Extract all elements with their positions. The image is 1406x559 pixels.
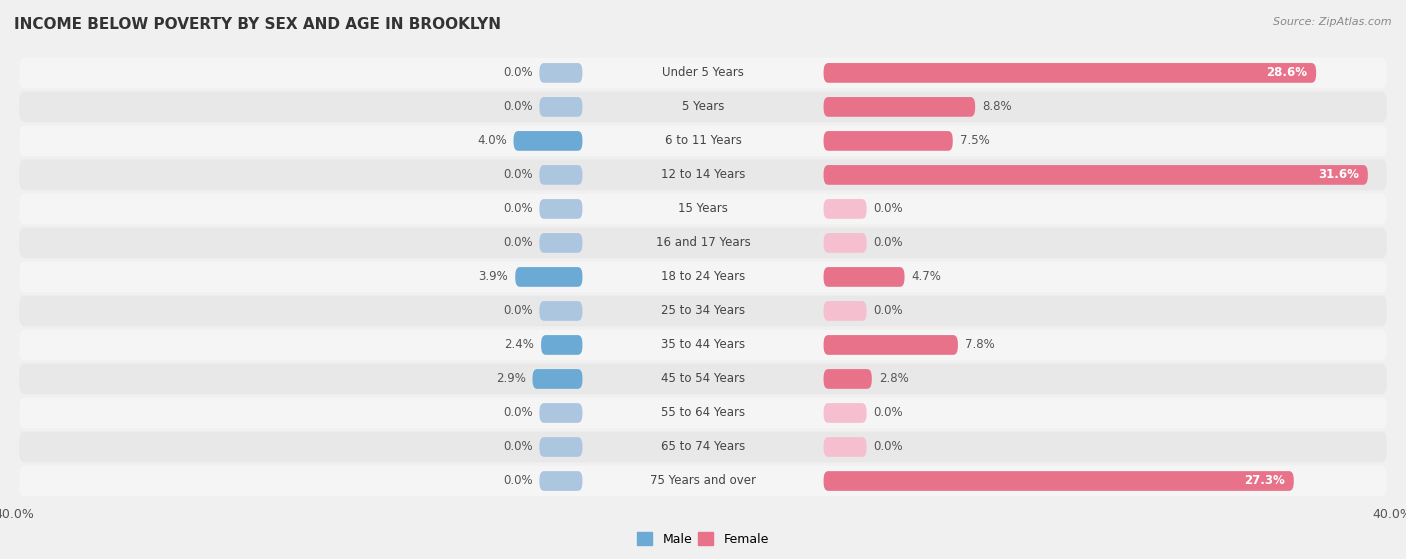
Text: 0.0%: 0.0% xyxy=(503,67,533,79)
Text: 12 to 14 Years: 12 to 14 Years xyxy=(661,168,745,182)
FancyBboxPatch shape xyxy=(824,267,904,287)
Text: 28.6%: 28.6% xyxy=(1267,67,1308,79)
FancyBboxPatch shape xyxy=(824,63,1316,83)
FancyBboxPatch shape xyxy=(824,97,976,117)
Text: 6 to 11 Years: 6 to 11 Years xyxy=(665,134,741,148)
FancyBboxPatch shape xyxy=(540,97,582,117)
Text: 3.9%: 3.9% xyxy=(478,271,509,283)
Text: 5 Years: 5 Years xyxy=(682,101,724,113)
FancyBboxPatch shape xyxy=(824,199,866,219)
Text: 2.4%: 2.4% xyxy=(505,338,534,352)
FancyBboxPatch shape xyxy=(824,165,1368,185)
Text: 0.0%: 0.0% xyxy=(503,475,533,487)
Text: 2.9%: 2.9% xyxy=(496,372,526,386)
FancyBboxPatch shape xyxy=(20,364,1386,394)
Text: 0.0%: 0.0% xyxy=(503,406,533,419)
Text: 31.6%: 31.6% xyxy=(1319,168,1360,182)
Legend: Male, Female: Male, Female xyxy=(633,527,773,551)
Text: 0.0%: 0.0% xyxy=(503,440,533,453)
FancyBboxPatch shape xyxy=(540,165,582,185)
FancyBboxPatch shape xyxy=(824,471,1294,491)
Text: 8.8%: 8.8% xyxy=(981,101,1012,113)
FancyBboxPatch shape xyxy=(20,397,1386,428)
Text: 35 to 44 Years: 35 to 44 Years xyxy=(661,338,745,352)
Text: 0.0%: 0.0% xyxy=(873,202,903,215)
Text: 4.0%: 4.0% xyxy=(477,134,506,148)
FancyBboxPatch shape xyxy=(824,131,953,151)
FancyBboxPatch shape xyxy=(20,330,1386,360)
Text: 0.0%: 0.0% xyxy=(873,305,903,318)
FancyBboxPatch shape xyxy=(20,228,1386,258)
FancyBboxPatch shape xyxy=(20,160,1386,190)
FancyBboxPatch shape xyxy=(541,335,582,355)
Text: 15 Years: 15 Years xyxy=(678,202,728,215)
Text: 7.5%: 7.5% xyxy=(960,134,990,148)
Text: 65 to 74 Years: 65 to 74 Years xyxy=(661,440,745,453)
Text: 55 to 64 Years: 55 to 64 Years xyxy=(661,406,745,419)
Text: 0.0%: 0.0% xyxy=(873,406,903,419)
Text: 45 to 54 Years: 45 to 54 Years xyxy=(661,372,745,386)
Text: 25 to 34 Years: 25 to 34 Years xyxy=(661,305,745,318)
FancyBboxPatch shape xyxy=(20,193,1386,224)
Text: Under 5 Years: Under 5 Years xyxy=(662,67,744,79)
FancyBboxPatch shape xyxy=(824,233,866,253)
Text: 16 and 17 Years: 16 and 17 Years xyxy=(655,236,751,249)
Text: 0.0%: 0.0% xyxy=(873,440,903,453)
FancyBboxPatch shape xyxy=(540,301,582,321)
FancyBboxPatch shape xyxy=(20,296,1386,326)
Text: 0.0%: 0.0% xyxy=(503,305,533,318)
FancyBboxPatch shape xyxy=(20,126,1386,156)
FancyBboxPatch shape xyxy=(533,369,582,389)
FancyBboxPatch shape xyxy=(540,63,582,83)
Text: 4.7%: 4.7% xyxy=(911,271,941,283)
FancyBboxPatch shape xyxy=(20,58,1386,88)
FancyBboxPatch shape xyxy=(540,199,582,219)
FancyBboxPatch shape xyxy=(824,437,866,457)
FancyBboxPatch shape xyxy=(540,471,582,491)
FancyBboxPatch shape xyxy=(824,369,872,389)
FancyBboxPatch shape xyxy=(824,301,866,321)
FancyBboxPatch shape xyxy=(20,92,1386,122)
Text: 0.0%: 0.0% xyxy=(503,101,533,113)
Text: 75 Years and over: 75 Years and over xyxy=(650,475,756,487)
Text: 0.0%: 0.0% xyxy=(873,236,903,249)
Text: 7.8%: 7.8% xyxy=(965,338,994,352)
FancyBboxPatch shape xyxy=(540,437,582,457)
Text: INCOME BELOW POVERTY BY SEX AND AGE IN BROOKLYN: INCOME BELOW POVERTY BY SEX AND AGE IN B… xyxy=(14,17,501,32)
FancyBboxPatch shape xyxy=(20,262,1386,292)
FancyBboxPatch shape xyxy=(540,233,582,253)
FancyBboxPatch shape xyxy=(515,267,582,287)
FancyBboxPatch shape xyxy=(824,335,957,355)
FancyBboxPatch shape xyxy=(540,403,582,423)
FancyBboxPatch shape xyxy=(20,466,1386,496)
FancyBboxPatch shape xyxy=(513,131,582,151)
FancyBboxPatch shape xyxy=(20,432,1386,462)
Text: 18 to 24 Years: 18 to 24 Years xyxy=(661,271,745,283)
Text: Source: ZipAtlas.com: Source: ZipAtlas.com xyxy=(1274,17,1392,27)
Text: 2.8%: 2.8% xyxy=(879,372,908,386)
Text: 0.0%: 0.0% xyxy=(503,236,533,249)
Text: 27.3%: 27.3% xyxy=(1244,475,1285,487)
Text: 0.0%: 0.0% xyxy=(503,168,533,182)
Text: 0.0%: 0.0% xyxy=(503,202,533,215)
FancyBboxPatch shape xyxy=(824,403,866,423)
